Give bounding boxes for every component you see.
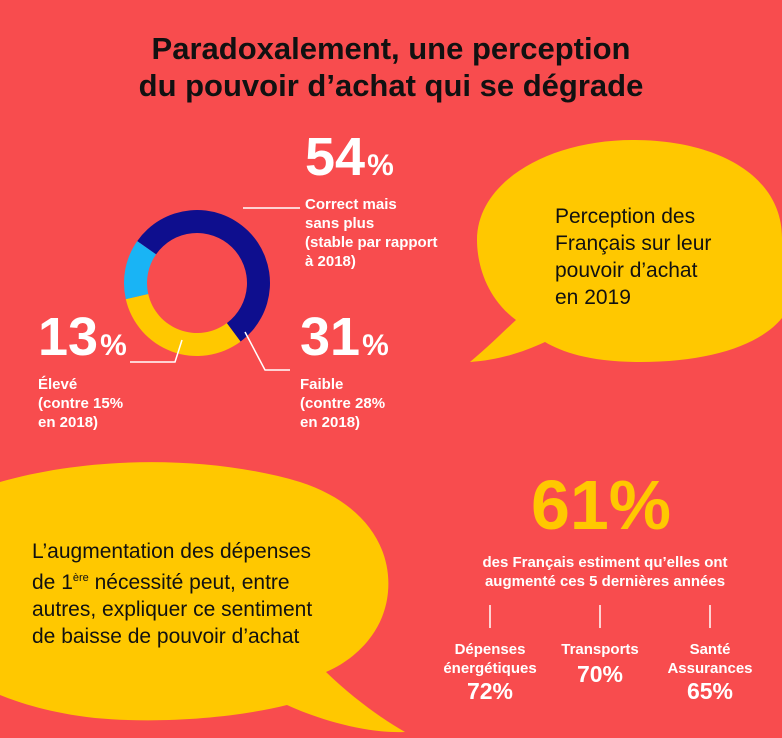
slice-label-correct: 54% Correct mais sans plus (stable par r…: [305, 130, 438, 271]
spending-big-pct: 61%: [530, 466, 672, 544]
bubble-left-line-1: L’augmentation des dépenses: [32, 540, 312, 563]
eleve-line-3: en 2018): [38, 414, 99, 431]
bubble-left-line-4: de baisse de pouvoir d’achat: [32, 625, 300, 648]
bubble-right-line-4: en 2019: [555, 286, 631, 309]
spending-heading: des Français estiment qu’elles ont augme…: [440, 553, 770, 591]
donut-slice-correct-mais-sans-plus: [137, 210, 270, 342]
eleve-line-1: Élevé: [38, 376, 78, 393]
faible-line-2: (contre 28%: [300, 395, 386, 412]
spending-heading-1: des Français estiment qu’elles ont: [482, 554, 728, 571]
pct-eleve-sym: %: [100, 329, 127, 362]
pct-faible: 31: [300, 307, 361, 367]
bubble-right-text: Perception des Français sur leur pouvoir…: [555, 203, 711, 311]
correct-line-2: sans plus: [305, 215, 375, 232]
correct-line-3: (stable par rapport: [305, 234, 438, 251]
pct-eleve: 13: [38, 307, 99, 367]
spending-heading-2: augmenté ces 5 dernières années: [484, 573, 726, 590]
slice-label-eleve: 13% Élevé (contre 15% en 2018): [38, 310, 127, 432]
bubble-left-line-2: de 1ère nécessité peut, entre: [32, 571, 290, 594]
page-title: Paradoxalement, une perception du pouvoi…: [0, 30, 782, 104]
leader-line-faible: [244, 331, 290, 371]
bubble-left-text: L’augmentation des dépenses de 1ère néce…: [32, 538, 312, 650]
correct-line-4: à 2018): [305, 253, 356, 270]
donut-slice-élevé: [124, 241, 157, 300]
slice-label-faible: 31% Faible (contre 28% en 2018): [300, 310, 389, 432]
title-line-1: Paradoxalement, une perception: [151, 31, 631, 66]
spending-category-transport: Transports 70%: [540, 640, 660, 688]
spending-energy-pct: 72%: [466, 678, 514, 704]
leader-line-eleve: [130, 339, 183, 363]
speech-bubble-right: [470, 140, 782, 362]
faible-line-1: Faible: [300, 376, 344, 393]
faible-line-3: en 2018): [300, 414, 361, 431]
speech-bubble-left: [0, 462, 405, 733]
pct-correct-sym: %: [367, 149, 394, 182]
correct-line-1: Correct mais: [305, 196, 397, 213]
bubble-right-line-2: Français sur leur: [555, 232, 712, 255]
pct-correct: 54: [305, 127, 366, 187]
title-line-2: du pouvoir d’achat qui se dégrade: [138, 68, 644, 103]
spending-category-health: Santé Assurances 65%: [650, 640, 770, 705]
bubble-right-line-3: pouvoir d’achat: [555, 259, 698, 282]
spending-transport-pct: 70%: [576, 661, 624, 687]
donut-slice-faible: [125, 294, 241, 356]
spending-health-pct: 65%: [686, 678, 734, 704]
donut-chart: [124, 210, 270, 356]
spending-category-energy: Dépenses énergétiques 72%: [430, 640, 550, 705]
bubble-left-line-3: autres, expliquer ce sentiment: [32, 598, 313, 621]
bubble-right-line-1: Perception des: [555, 205, 696, 228]
pct-faible-sym: %: [362, 329, 389, 362]
eleve-line-2: (contre 15%: [38, 395, 124, 412]
